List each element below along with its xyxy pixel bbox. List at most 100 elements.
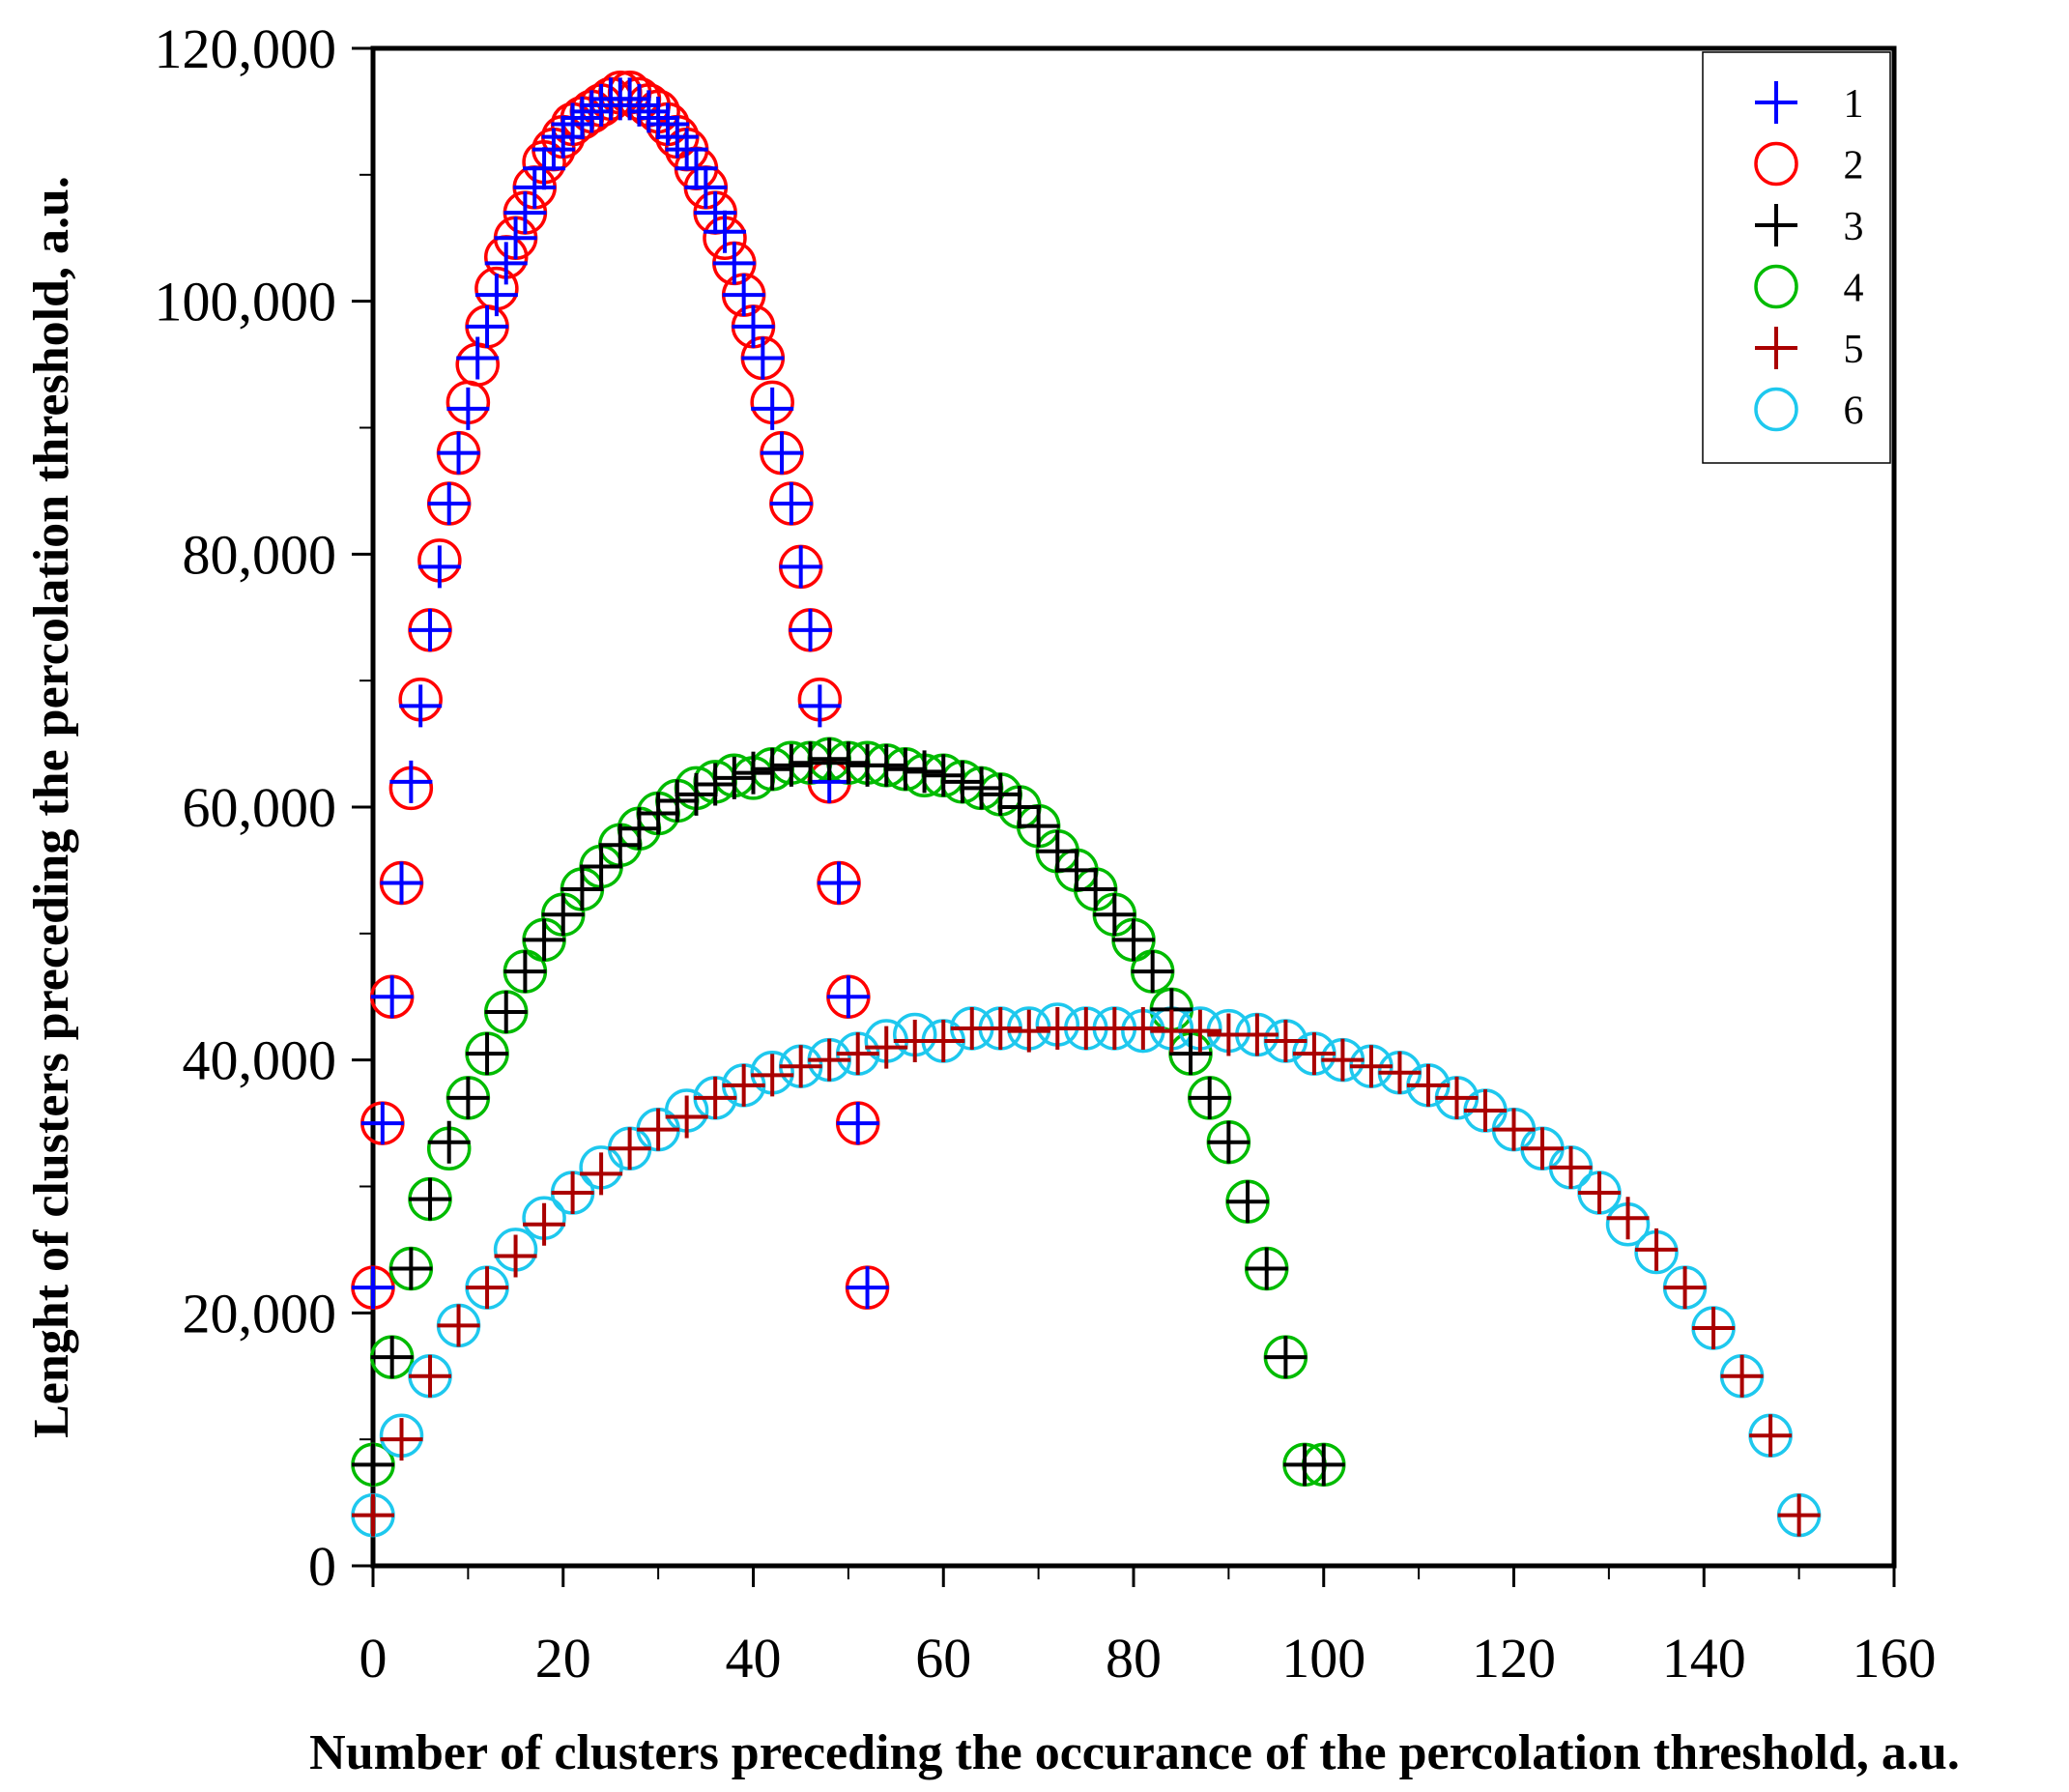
data-point (1692, 1307, 1736, 1350)
data-point (1521, 1127, 1565, 1171)
data-point (437, 1304, 480, 1347)
data-point (694, 191, 737, 235)
data-point (389, 1247, 433, 1290)
data-point (1578, 1171, 1622, 1215)
data-point (360, 1102, 404, 1145)
legend-item-2: 2 (1754, 141, 1864, 188)
axis-layer: 0 20 40 60 80 100 120 140 160 0 20,000 40,000 60,000… (155, 17, 1937, 1690)
data-point (1178, 1009, 1221, 1053)
x-tick-label: 160 (1853, 1627, 1937, 1690)
data-point (503, 950, 547, 994)
data-point (1463, 1089, 1507, 1132)
data-point (1074, 868, 1117, 911)
legend: 1 2 3 4 5 6 (1702, 51, 1891, 464)
y-tick-label: 40,000 (183, 1029, 337, 1092)
data-point (1720, 1354, 1764, 1398)
data-point (551, 1171, 594, 1215)
x-tick-label: 100 (1281, 1627, 1365, 1690)
data-point (722, 1063, 765, 1107)
data-point (523, 147, 566, 190)
data-point (484, 242, 528, 285)
legend-label: 5 (1844, 328, 1864, 372)
data-point (751, 1054, 794, 1097)
data-point (789, 741, 832, 785)
data-point (826, 741, 870, 785)
data-point (580, 1152, 623, 1196)
data-point (352, 1266, 394, 1310)
legend-item-3: 3 (1755, 204, 1864, 249)
data-point (1749, 1414, 1793, 1458)
data-point (1777, 1493, 1821, 1537)
data-point (352, 1443, 394, 1487)
data-point (684, 165, 728, 209)
data-point (997, 786, 1041, 828)
data-point (637, 1108, 680, 1151)
x-tick-label: 0 (359, 1627, 388, 1690)
data-point (1169, 1032, 1213, 1076)
data-point (409, 1177, 452, 1221)
legend-label: 6 (1844, 390, 1864, 434)
data-point (1635, 1228, 1679, 1271)
data-point (1302, 1443, 1345, 1487)
data-point (523, 918, 566, 962)
y-tick-label: 0 (308, 1535, 336, 1598)
x-tick-label: 120 (1472, 1627, 1556, 1690)
data-point (427, 1120, 471, 1164)
data-point (1235, 1013, 1279, 1056)
data-point (979, 1006, 1022, 1050)
x-tick-label: 20 (535, 1627, 591, 1690)
data-point (761, 431, 804, 475)
legend-marker (1755, 327, 1797, 369)
x-axis-title: Number of clusters preceding the occuran… (309, 1725, 1960, 1780)
data-point (1606, 1197, 1650, 1240)
data-point (779, 1045, 822, 1088)
data-point (1093, 893, 1136, 937)
y-tick-label: 80,000 (183, 523, 337, 586)
data-point (808, 1038, 851, 1082)
data-point (494, 1234, 537, 1278)
data-point (655, 779, 699, 823)
data-point (1036, 829, 1079, 873)
data-point (732, 304, 775, 348)
data-point (1663, 1266, 1707, 1310)
data-point (1435, 1076, 1479, 1119)
data-point (665, 128, 708, 171)
data-point (846, 1266, 889, 1310)
series-layer (351, 71, 1822, 1538)
legend-item-6: 6 (1754, 387, 1864, 434)
data-point (370, 1336, 414, 1379)
data-point (1131, 950, 1174, 994)
data-point (446, 387, 490, 430)
data-point (836, 1102, 879, 1145)
data-point (380, 861, 423, 905)
data-point (694, 763, 737, 806)
data-point (1264, 1020, 1307, 1063)
legend-label: 4 (1844, 267, 1864, 311)
data-point (541, 893, 585, 937)
data-point (389, 760, 433, 803)
legend-label: 3 (1844, 205, 1864, 249)
data-point (826, 975, 870, 1019)
data-point (466, 304, 509, 348)
data-point (466, 1032, 509, 1076)
data-point (494, 217, 537, 260)
data-point (712, 242, 756, 285)
data-point (769, 482, 813, 525)
data-point (865, 1026, 908, 1069)
data-point (808, 737, 851, 781)
data-point (513, 165, 557, 209)
data-point (940, 760, 984, 803)
legend-marker (1754, 141, 1798, 187)
legend-item-5: 5 (1755, 327, 1864, 372)
data-point (1378, 1051, 1422, 1094)
data-point (1007, 1009, 1050, 1053)
data-point (836, 1032, 879, 1076)
data-point (675, 772, 718, 816)
data-point (922, 754, 965, 797)
data-point (370, 975, 414, 1019)
data-point (1054, 849, 1098, 892)
data-point (427, 482, 471, 525)
data-point (637, 96, 680, 139)
data-point (456, 336, 500, 380)
